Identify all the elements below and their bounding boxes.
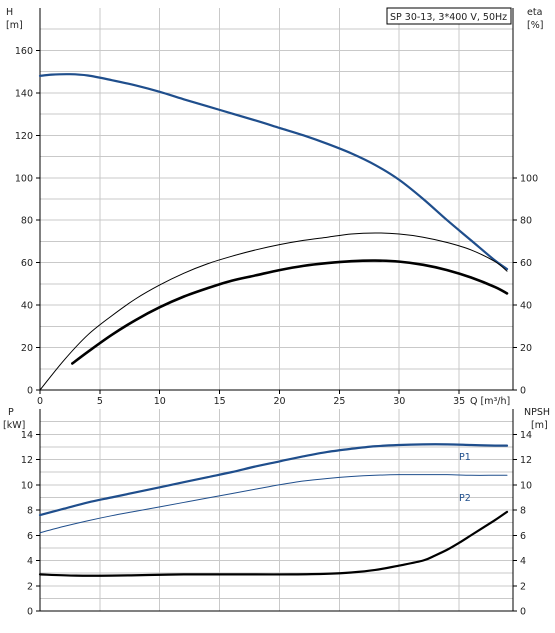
lower-left-tick-label: 10 [21,480,33,491]
lower-left-tick-label: 2 [27,581,33,592]
upper-left-tick-label: 120 [15,131,33,142]
upper-right-axis-title: eta [527,7,542,18]
upper-series-h-line [38,73,509,271]
upper-right-tick-label: 20 [520,343,532,354]
upper-x-tick-label: 10 [154,396,166,407]
series-label-p2: P2 [459,493,471,504]
upper-x-tick-label: 0 [37,396,43,407]
legend-box-frame [386,7,512,25]
upper-x-tick-label: 25 [333,396,345,407]
upper-left-tick-label: 80 [21,216,33,227]
upper-right-tick-label: 100 [520,173,538,184]
upper-left-tick-label: 0 [27,386,33,397]
upper-x-tick-label: 30 [393,396,405,407]
upper-x-tick-label: 15 [214,396,226,407]
lower-right-tick-label: 6 [520,531,526,542]
lower-series-p2-line [39,474,508,534]
upper-right-tick-label: 40 [520,301,532,312]
lower-right-tick-label: 0 [520,607,526,618]
lower-left-tick-label: 6 [27,531,33,542]
lower-right-tick-label: 8 [520,506,526,517]
series-label-p1: P1 [459,452,471,463]
upper-left-tick-label: 100 [15,173,33,184]
upper-series-eta-pump-line [39,232,508,391]
legend-box: SP 30-13, 3*400 V, 50Hz [386,7,512,25]
lower-left-axis-unit: [kW] [3,420,25,431]
upper-left-tick-label: 40 [21,301,33,312]
upper-left-tick-label: 20 [21,343,33,354]
lower-right-tick-label: 2 [520,581,526,592]
upper-plot: 0 20 40 60 80 100 120 140 160 0 20 40 60 80 100 0 5 10 15 2… [15,8,538,407]
lower-left-tick-label: 4 [27,556,33,567]
lower-right-tick-label: 4 [520,556,526,567]
lower-right-tick-label: 12 [520,455,532,466]
upper-right-axis-unit: [%] [527,20,543,31]
lower-left-axis-title: P [8,407,14,418]
lower-right-tick-label: 14 [520,430,532,441]
lower-left-tick-label: 14 [21,430,33,441]
lower-right-axis-unit: [m] [531,420,548,431]
x-axis-label: Q [m³/h] [470,396,510,407]
upper-left-tick-label: 60 [21,258,33,269]
upper-right-tick-label: 80 [520,216,532,227]
lower-right-tick-label: 10 [520,480,532,491]
upper-right-tick-label: 0 [520,386,526,397]
lower-left-tick-label: 0 [27,607,33,618]
upper-left-tick-label: 140 [15,88,33,99]
lower-series-p1-line [38,443,509,517]
upper-left-tick-label: 160 [15,46,33,57]
upper-right-tick-label: 60 [520,258,532,269]
lower-left-tick-label: 8 [27,506,33,517]
upper-left-axis-unit: [m] [6,20,23,31]
legend-box-label: SP 30-13, 3*400 V, 50Hz [390,12,507,23]
lower-plot: 0 2 4 6 8 10 12 14 0 2 4 6 8 10 12 14 [21,409,532,618]
upper-series-eta-total-line [71,259,509,365]
lower-right-axis-title: NPSH [524,407,550,418]
lower-left-tick-label: 12 [21,455,33,466]
upper-x-tick-label: 20 [273,396,285,407]
upper-x-tick-label: 5 [97,396,103,407]
upper-x-tick-label: 35 [453,396,465,407]
lower-series-npsh-line [38,510,509,577]
upper-left-axis-title: H [6,7,13,18]
